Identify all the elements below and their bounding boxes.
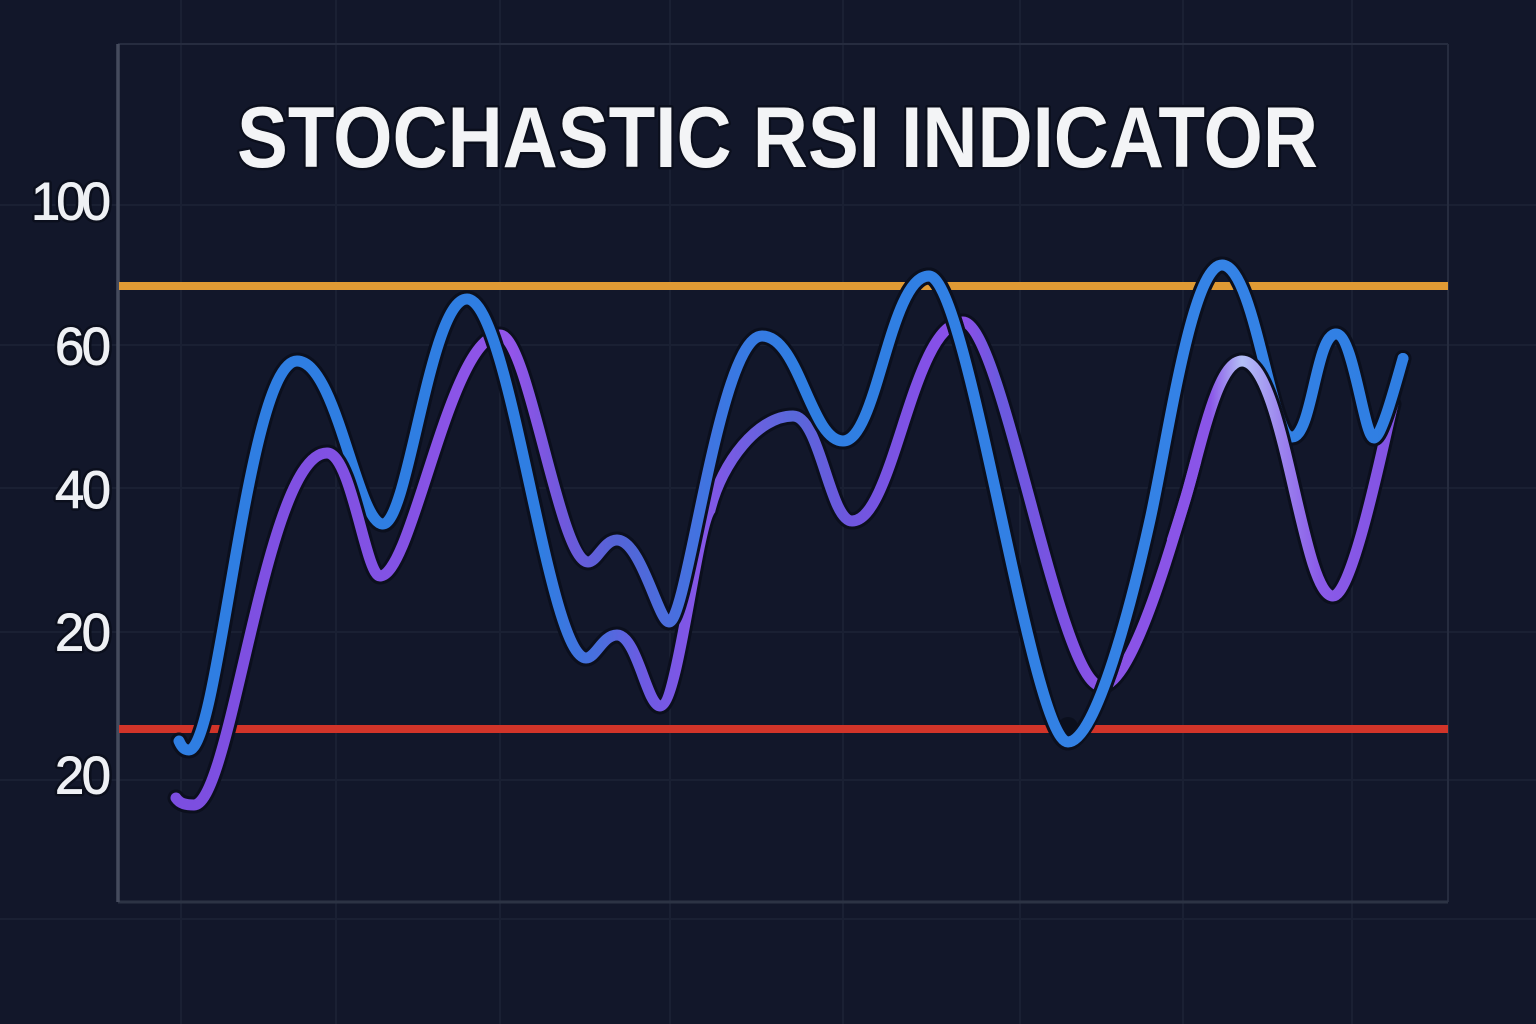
svg-text:100: 100	[31, 173, 111, 232]
svg-text:100: 100	[31, 173, 111, 232]
svg-text:20: 20	[55, 604, 111, 663]
svg-text:20: 20	[55, 747, 111, 806]
svg-text:40: 40	[55, 461, 111, 520]
svg-text:60: 60	[55, 318, 111, 377]
svg-text:STOCHASTIC RSI INDICATOR: STOCHASTIC RSI INDICATOR	[237, 90, 1318, 186]
svg-text:20: 20	[55, 747, 111, 806]
svg-text:40: 40	[55, 461, 111, 520]
svg-text:60: 60	[55, 318, 111, 377]
svg-text:20: 20	[55, 604, 111, 663]
